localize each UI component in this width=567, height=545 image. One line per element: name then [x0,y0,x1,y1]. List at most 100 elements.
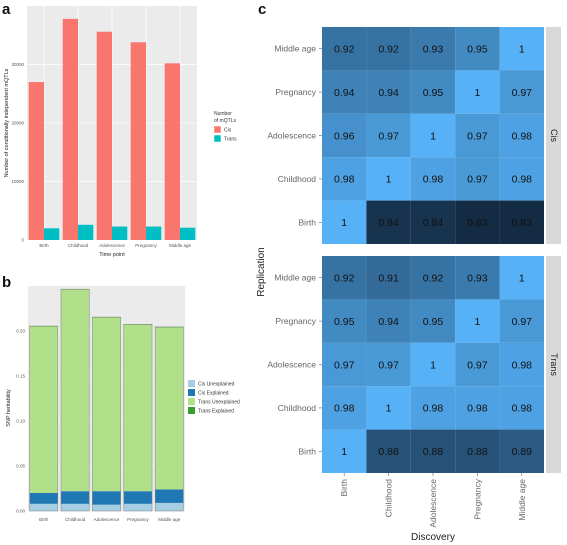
heatmap-cell-value: 1 [341,217,347,229]
heatmap-cell [410,157,456,201]
facet-cis: 0.92 0.92 0.93 0.95 1 0.94 0.94 0.95 1 0.97 0.96 0.… [267,27,561,244]
panel-c-heatmap: 0.92 0.92 0.93 0.95 1 0.94 0.94 0.95 1 0.97 0.96 0.… [256,27,561,543]
panel-a-y-ticks: 0 10000 20000 30000 [11,62,24,243]
heatmap-cell [322,200,367,244]
heatmap-cell-value: 0.84 [378,217,399,229]
y-tick-label: 0.00 [16,509,25,514]
heatmap-cell [455,113,500,158]
bar-outline-birth [29,325,59,512]
bar-segment-cis-explained-pregnancy [123,491,153,504]
y-tick-label: Birth [299,217,317,227]
y-tick-label: 20000 [11,121,24,126]
panel-a-legend-keys: Cis Trans [213,125,237,143]
heatmap-cell [455,200,500,244]
y-tick-label: 0.15 [16,374,25,379]
bar-segment-cis-explained-childhood [60,491,90,504]
bar-cis-middle-age [164,63,180,240]
heatmap-cell-value: 0.98 [512,130,533,142]
heatmap-cell-value: 1 [474,87,480,99]
heatmap-cell-value: 1 [430,130,436,142]
heatmap-cell-value: 0.94 [378,316,399,328]
heatmap-cell [499,342,544,387]
panel-a-x-axis-title: Time point [99,252,125,258]
bar-segment-trans-unexplained-pregnancy [123,324,153,492]
legend-key-trans [213,134,222,143]
panel-c-facets: 0.92 0.92 0.93 0.95 1 0.94 0.94 0.95 1 0.97 0.96 0.… [267,27,561,473]
heatmap-cell-value: 0.92 [423,273,444,285]
y-tick-label: Adolescence [267,131,316,141]
heatmap-cell [455,256,500,300]
facet-strip-label: Trans [549,353,559,376]
heatmap-cell-value: 0.98 [334,403,355,415]
x-tick-label: Pregnancy [472,478,482,519]
legend-key-cis [213,125,222,134]
bar-segment-cis-unexplained-adolescence [92,504,121,511]
bar-cis-childhood [62,18,78,241]
heatmap-cell-value: 0.98 [423,403,444,415]
heatmap-cell [455,157,500,201]
legend-key-cis-explained [188,389,195,396]
heatmap-cell [499,27,544,71]
heatmap-cell [366,299,411,343]
heatmap-cell-value: 0.88 [423,446,444,458]
heatmap-cell-value: 0.97 [378,359,399,371]
heatmap-cell-value: 0.94 [334,87,355,99]
heatmap-cell [499,157,544,201]
heatmap-cell-value: 0.95 [467,44,488,56]
panel-label-b: b [2,274,11,291]
heatmap-cell [455,342,500,387]
heatmap-cell [410,386,456,430]
heatmap-cell-value: 0.83 [467,217,488,229]
heatmap-cell-value: 0.94 [378,87,399,99]
bar-outline-childhood [60,288,90,512]
heatmap-cell-value: 0.98 [467,403,488,415]
x-tick-label: Middle age [517,479,527,521]
heatmap-cell [366,200,411,244]
bar-segment-cis-explained-birth [29,493,58,504]
panel-c-y-axis-title: Replication [256,247,267,296]
heatmap-cell-value: 0.97 [467,174,488,186]
facet-strip-label: Cis [549,129,559,142]
panel-c-x-axis-title: Discovery [411,532,455,543]
heatmap-cell [322,299,367,343]
bar-segment-trans-unexplained-adolescence [92,317,121,492]
bar-trans-childhood [78,224,94,240]
heatmap-cell-value: 1 [519,273,525,285]
heatmap-cell [366,70,411,114]
x-tick-label: Childhood [384,479,394,518]
legend-label-cis: Cis [224,128,232,134]
panel-b-legend: Cis Unexplained Cis Explained Trans Unexpl… [188,380,240,415]
x-tick-label: Birth [339,479,349,497]
panel-a-y-axis-title: Number of conditionally independent mQTL… [4,68,10,177]
panel-b-stacked-bar-chart: 0.00 0.05 0.10 0.15 0.20 Birth Childhood Adole… [6,286,240,522]
legend-label-cis-explained: Cis Explained [198,391,229,397]
legend-key-cis-unexplained [188,380,195,387]
heatmap-cell-value: 0.95 [423,316,444,328]
y-tick-label: 0.05 [16,464,25,469]
heatmap-cell [410,27,456,71]
heatmap-cell-value: 0.95 [423,87,444,99]
heatmap-cell [410,299,456,343]
panel-a-bar-chart: 0 10000 20000 30000 Birth Childhood Adolescen… [4,6,237,258]
heatmap-cell-value: 0.84 [423,217,444,229]
heatmap-cell [322,386,367,430]
heatmap-cell [322,113,367,158]
heatmap-cell [499,256,544,300]
heatmap-cell [499,113,544,158]
heatmap-cell-value: 0.91 [378,273,399,285]
heatmap-cell-value: 1 [386,174,392,186]
panel-c-x-ticks: Birth Childhood Adolescence Pregnancy Middle… [339,473,527,528]
heatmap-cell [322,27,367,71]
heatmap-cell-value: 0.88 [378,446,399,458]
panel-label-c: c [258,1,266,18]
heatmap-cell [499,429,544,473]
heatmap-cell [455,299,500,343]
heatmap-cell [366,256,411,300]
heatmap-cell [322,342,367,387]
x-tick-label: Birth [39,243,49,248]
heatmap-cell-value: 1 [474,316,480,328]
heatmap-cell-value: 0.98 [334,174,355,186]
heatmap-cell-value: 0.95 [334,316,355,328]
panel-b-y-ticks: 0.00 0.05 0.10 0.15 0.20 [16,329,25,514]
